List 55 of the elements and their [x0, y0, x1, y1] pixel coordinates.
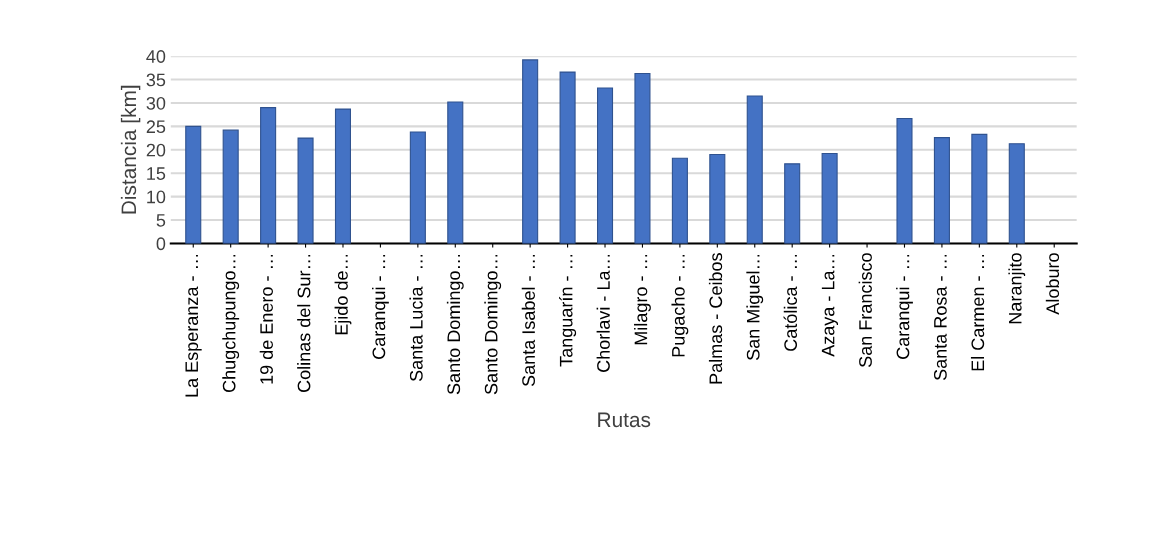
- bar: [334, 108, 352, 244]
- x-tick-label: Católica - …: [783, 254, 798, 351]
- y-tick-label: 35: [146, 73, 166, 87]
- x-tick-label: Ejido de…: [334, 254, 352, 335]
- bar: [784, 163, 801, 244]
- bar: [1008, 143, 1025, 244]
- x-tick-label: Caranqui - …: [896, 254, 913, 359]
- bar: [821, 152, 838, 244]
- x-tick-label: Azaya - La…: [821, 254, 839, 357]
- bar: [409, 131, 426, 244]
- x-tick-label: Milagro - …: [634, 254, 651, 345]
- y-tick-label: 5: [156, 214, 166, 227]
- x-tick-label: Santa Lucia - …: [409, 254, 423, 382]
- bar: [933, 137, 950, 244]
- y-tick-label: 10: [147, 190, 166, 204]
- bar: [559, 71, 576, 244]
- x-tick-label: San Miguel…: [746, 254, 764, 361]
- y-tick-label: 15: [147, 167, 166, 180]
- bar: [522, 59, 539, 244]
- x-tick-label: Santo Domingo…: [484, 254, 502, 395]
- x-tick-label: Chugchupungo…: [222, 254, 240, 393]
- x-tick-label: Colinas del Sur…: [297, 254, 311, 393]
- x-tick-label: Naranjito: [1008, 253, 1026, 324]
- y-tick-label: 25: [146, 120, 166, 134]
- bar: [447, 101, 464, 244]
- x-tick-label: Aloburo: [1045, 253, 1060, 315]
- x-tick-label: Santo Domingo…: [446, 254, 464, 395]
- x-tick-label: Caranqui - …: [372, 254, 389, 359]
- x-axis-title: Rutas: [598, 412, 651, 428]
- bar: [596, 87, 614, 244]
- x-tick-label: Pugacho - …: [671, 254, 689, 357]
- y-tick-label: 0: [156, 237, 166, 251]
- x-tick-label: Santa Isabel - …: [521, 254, 535, 387]
- bar: [260, 107, 277, 244]
- x-tick-label: Palmas - Ceibos: [708, 253, 723, 384]
- y-tick-label: 20: [146, 143, 166, 157]
- y-tick-label: 40: [146, 50, 166, 63]
- x-tick-label: El Carmen - …: [970, 254, 985, 371]
- bar: [297, 137, 314, 244]
- x-tick-label: Chorlavi - La…: [596, 254, 610, 372]
- x-tick-label: 19 de Enero - …: [259, 254, 273, 384]
- bar: [222, 129, 239, 244]
- bar: [185, 125, 202, 244]
- bar: [971, 133, 988, 244]
- bar: [671, 157, 688, 244]
- y-axis-title: Distancia [km]: [120, 85, 141, 214]
- x-tick-label: San Francisco: [858, 253, 872, 368]
- bar: [896, 117, 913, 244]
- x-tick-label: La Esperanza - …: [185, 254, 202, 397]
- bar: [709, 153, 726, 244]
- bar: [634, 72, 651, 244]
- bar: [746, 95, 763, 244]
- x-tick-label: Santa Rosa - …: [933, 254, 947, 381]
- x-tick-label: Tanguarín - …: [559, 254, 577, 367]
- y-tick-label: 30: [146, 96, 166, 110]
